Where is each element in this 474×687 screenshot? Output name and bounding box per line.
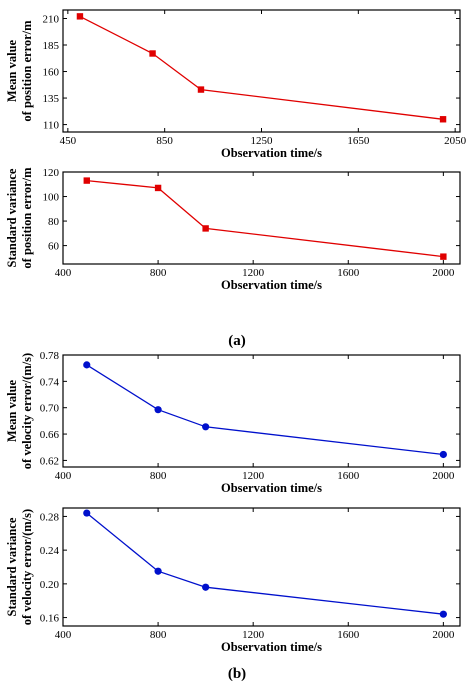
- x-tick-label: 800: [150, 629, 167, 641]
- data-point: [83, 509, 91, 517]
- x-tick-label: 400: [55, 470, 72, 482]
- y-axis-label: of velocity error/(m/s): [20, 353, 34, 469]
- chart-mean-velocity-error: 400 800 1200 1600 2000 0.62 0.66 0.70 0.74 0.78 Ob…: [5, 350, 461, 495]
- x-tick-label: 1600: [337, 470, 360, 482]
- data-point: [202, 423, 210, 431]
- y-tick-label: 60: [48, 241, 60, 253]
- chart-std-velocity-error: 400 800 1200 1600 2000 0.16 0.20 0.24 0.28 Observ…: [5, 507, 461, 654]
- x-axis-label: Observation time/s: [221, 481, 322, 495]
- y-tick-label: 0.62: [40, 455, 59, 467]
- y-tick-label: 0.70: [40, 403, 60, 415]
- y-axis-label: of position error/m: [20, 167, 34, 269]
- chart-mean-position-error: 450 850 1250 1650 2050 110 135 160 185 210 Observa…: [5, 9, 467, 160]
- series-line: [86, 512, 444, 615]
- y-tick-label: 0.16: [40, 613, 60, 625]
- x-tick-label: 2000: [432, 629, 455, 641]
- x-tick-label: 800: [150, 267, 167, 279]
- x-tick-label: 400: [55, 267, 72, 279]
- x-tick-label: 1200: [242, 267, 265, 279]
- x-tick-label: 1600: [337, 267, 360, 279]
- x-tick-label: 800: [150, 470, 167, 482]
- caption-a: (a): [228, 333, 246, 349]
- y-tick-label: 0.20: [40, 579, 60, 591]
- x-tick-label: 1250: [251, 135, 274, 147]
- y-tick-label: 160: [43, 67, 60, 79]
- y-tick-label: 120: [43, 167, 60, 179]
- y-axis-label: Standard variance: [5, 168, 19, 267]
- data-point: [154, 567, 162, 575]
- y-tick-label: 100: [43, 192, 60, 204]
- caption-b: (b): [228, 666, 246, 682]
- x-axis-label: Observation time/s: [221, 640, 322, 654]
- y-tick-label: 0.66: [40, 429, 60, 441]
- series-line: [86, 179, 444, 258]
- x-tick-label: 850: [156, 135, 173, 147]
- data-point: [202, 583, 210, 591]
- data-point: [83, 177, 90, 184]
- series-line: [86, 364, 444, 456]
- x-axis-label: Observation time/s: [221, 278, 322, 292]
- y-tick-label: 0.74: [40, 376, 60, 388]
- x-tick-label: 1650: [347, 135, 370, 147]
- y-axis-label: of position error/m: [20, 20, 34, 122]
- data-point: [154, 406, 162, 414]
- x-tick-label: 1200: [242, 629, 265, 641]
- y-tick-label: 0.78: [40, 350, 60, 362]
- y-tick-label: 135: [43, 93, 60, 105]
- x-tick-label: 2050: [444, 135, 467, 147]
- plot-frame: [62, 354, 461, 468]
- x-tick-label: 1200: [242, 470, 265, 482]
- plot-frame: [62, 507, 461, 627]
- data-point: [202, 225, 209, 232]
- chart-std-position-error: 400 800 1200 1600 2000 60 80 100 120 Observation …: [5, 167, 461, 292]
- y-axis-label: Standard variance: [5, 517, 19, 616]
- data-point: [440, 253, 447, 260]
- data-point: [439, 116, 447, 123]
- series-line: [79, 15, 444, 120]
- data-point: [439, 450, 447, 459]
- data-point: [439, 610, 447, 618]
- y-tick-label: 185: [43, 40, 60, 52]
- data-point: [197, 86, 205, 93]
- x-tick-label: 450: [60, 135, 77, 147]
- y-axis-label: Mean value: [5, 379, 19, 442]
- y-tick-label: 0.24: [40, 545, 60, 557]
- x-tick-label: 2000: [432, 470, 455, 482]
- data-point: [83, 361, 91, 369]
- y-tick-label: 110: [43, 120, 60, 132]
- data-point: [149, 50, 156, 57]
- x-tick-label: 2000: [432, 267, 455, 279]
- x-axis-label: Observation time/s: [221, 146, 322, 160]
- y-tick-label: 210: [43, 13, 60, 25]
- x-tick-label: 1600: [337, 629, 360, 641]
- y-tick-label: 80: [48, 216, 60, 228]
- y-axis-label: Mean value: [5, 39, 19, 102]
- plot-frame: [62, 171, 461, 265]
- data-point: [154, 184, 162, 192]
- y-axis-label: of velocity error/(m/s): [20, 509, 34, 625]
- data-point: [76, 13, 84, 20]
- y-tick-label: 0.28: [40, 511, 60, 523]
- x-tick-label: 400: [55, 629, 72, 641]
